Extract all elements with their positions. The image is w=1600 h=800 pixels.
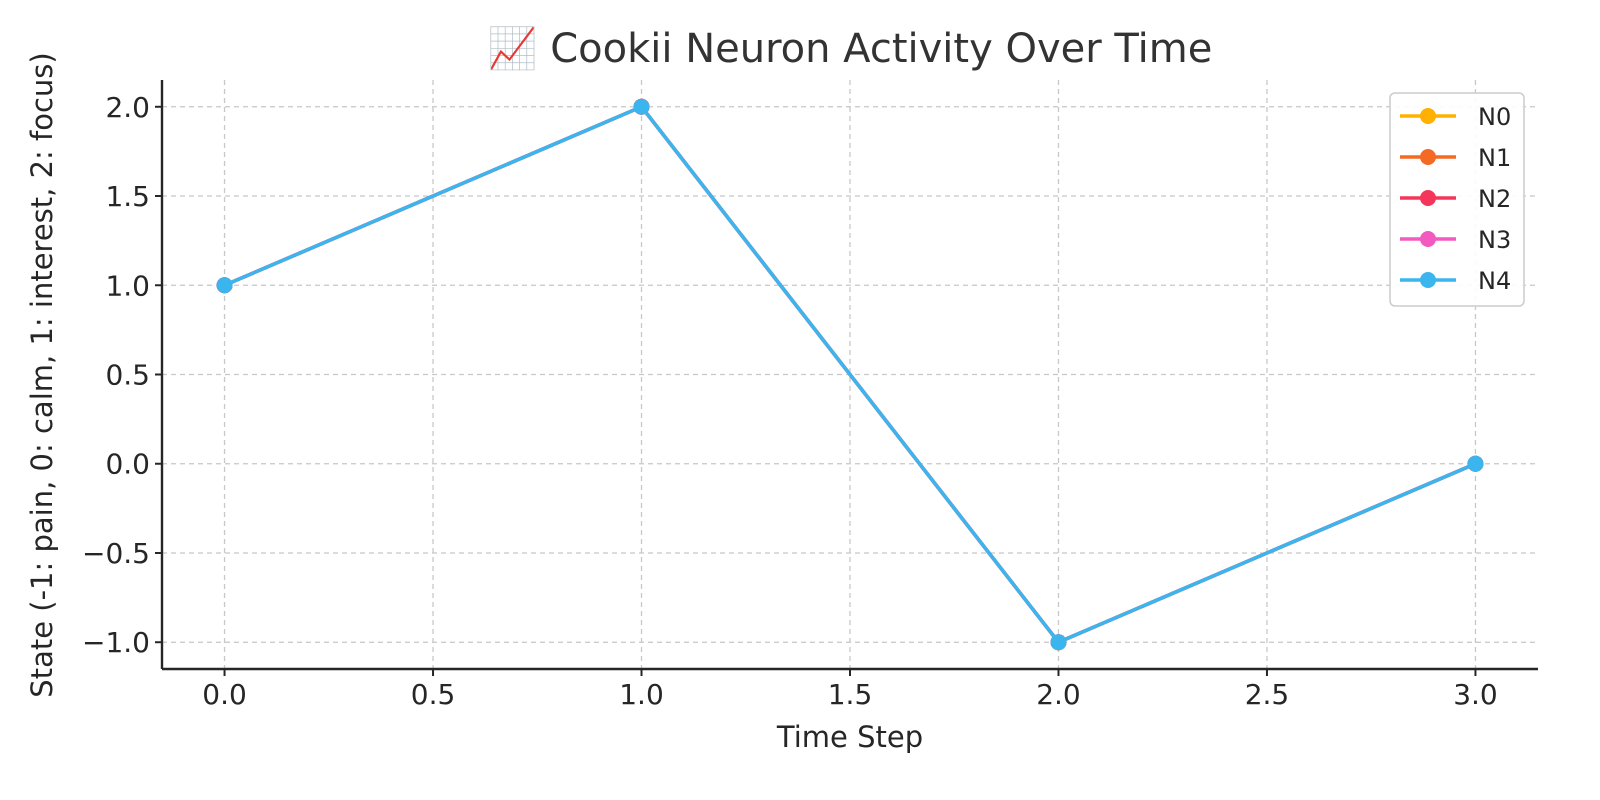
chart-title: 📈 Cookii Neuron Activity Over Time xyxy=(488,25,1213,72)
x-tick-label: 3.0 xyxy=(1453,678,1498,711)
legend-item-n0: N0 xyxy=(1400,103,1511,131)
data-point xyxy=(633,98,650,115)
legend-marker xyxy=(1420,108,1436,124)
legend-marker xyxy=(1420,272,1436,288)
y-tick-label: −1.0 xyxy=(82,626,150,659)
data-point xyxy=(216,277,233,294)
x-tick-label: 1.5 xyxy=(828,678,873,711)
legend-item-n4: N4 xyxy=(1400,267,1511,295)
data-point xyxy=(1467,455,1484,472)
x-tick-label: 2.0 xyxy=(1036,678,1081,711)
y-axis-label: State (-1: pain, 0: calm, 1: interest, 2… xyxy=(25,52,59,697)
series-n4 xyxy=(216,98,1484,651)
legend: N0 N1 N2 N3 N4 xyxy=(1389,92,1525,307)
legend-label: N2 xyxy=(1478,185,1511,213)
legend-label: N1 xyxy=(1478,144,1511,172)
legend-label: N4 xyxy=(1478,267,1511,295)
y-tick-label: 1.0 xyxy=(105,269,150,302)
legend-item-n3: N3 xyxy=(1400,226,1511,254)
y-tick-label: 1.5 xyxy=(105,180,150,213)
y-tick-label: −0.5 xyxy=(82,537,150,570)
x-tick-label: 0.5 xyxy=(411,678,456,711)
legend-box xyxy=(1389,92,1525,307)
y-axis-ticks: −1.0 −0.5 0.0 0.5 1.0 1.5 2.0 xyxy=(82,91,162,659)
y-tick-label: 2.0 xyxy=(105,91,150,124)
legend-marker xyxy=(1420,149,1436,165)
legend-label: N0 xyxy=(1478,103,1511,131)
series-line xyxy=(222,105,1478,644)
y-tick-label: 0.5 xyxy=(105,359,150,392)
x-axis-label: Time Step xyxy=(776,720,923,754)
x-axis-ticks: 0.0 0.5 1.0 1.5 2.0 2.5 3.0 xyxy=(202,669,1498,711)
grid-lines xyxy=(162,80,1538,669)
x-tick-label: 0.0 xyxy=(202,678,247,711)
y-tick-label: 0.0 xyxy=(105,448,150,481)
legend-label: N3 xyxy=(1478,226,1511,254)
data-point xyxy=(1050,634,1067,651)
x-tick-label: 2.5 xyxy=(1245,678,1290,711)
x-tick-label: 1.0 xyxy=(619,678,664,711)
legend-item-n2: N2 xyxy=(1400,185,1511,213)
series-lines xyxy=(216,98,1484,651)
legend-marker xyxy=(1420,190,1436,206)
legend-marker xyxy=(1420,231,1436,247)
legend-item-n1: N1 xyxy=(1400,144,1511,172)
